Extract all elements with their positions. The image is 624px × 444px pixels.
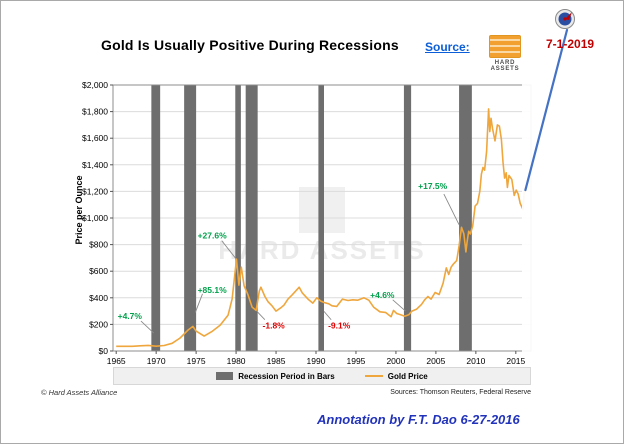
legend-item-recession: Recession Period in Bars xyxy=(216,371,335,381)
x-tick-label: 1985 xyxy=(267,356,286,366)
y-tick-label: $2,000 xyxy=(82,80,108,90)
x-tick-label: 2000 xyxy=(386,356,405,366)
x-tick-label: 1965 xyxy=(107,356,126,366)
recession-swatch xyxy=(216,372,234,380)
overlay-band xyxy=(522,74,543,355)
x-tick-label: 1980 xyxy=(227,356,246,366)
legend-item-gold: Gold Price xyxy=(364,371,428,381)
y-axis-label: Price per Ounce xyxy=(74,175,84,245)
annotation-label: +4.7% xyxy=(118,311,143,321)
x-tick-label: 2010 xyxy=(466,356,485,366)
source-link[interactable]: Source: xyxy=(425,40,470,54)
y-tick-label: $800 xyxy=(89,240,108,250)
gold-line-swatch xyxy=(364,375,383,377)
y-tick-label: $1,000 xyxy=(82,213,108,223)
hard-assets-logo-text: HARD ASSETS xyxy=(490,60,520,72)
recession-bar xyxy=(151,85,161,351)
annotation-leader xyxy=(392,299,406,312)
hard-assets-logo-icon xyxy=(489,35,521,58)
sources-note: Sources: Thomson Reuters, Federal Reserv… xyxy=(390,389,531,396)
y-tick-label: $1,200 xyxy=(82,186,108,196)
chart-title: Gold Is Usually Positive During Recessio… xyxy=(101,37,399,53)
legend-label-recession: Recession Period in Bars xyxy=(238,371,335,381)
x-tick-label: 2005 xyxy=(426,356,445,366)
annotation-label: +17.5% xyxy=(418,181,448,191)
legend-label-gold: Gold Price xyxy=(387,371,428,381)
annotation-date: 7-1-2019 xyxy=(546,37,595,51)
recession-bar xyxy=(245,85,258,351)
y-tick-label: $400 xyxy=(89,293,108,303)
annotation-leader xyxy=(256,311,266,321)
annotation-leader xyxy=(194,293,203,313)
recession-bar xyxy=(459,85,472,351)
recession-bar xyxy=(235,85,241,351)
recession-bar xyxy=(403,85,412,351)
x-tick-label: 2015 xyxy=(506,356,525,366)
annotation-label: -1.8% xyxy=(263,321,286,331)
copyright: © Hard Assets Alliance xyxy=(41,388,118,397)
x-tick-label: 1975 xyxy=(187,356,206,366)
y-tick-label: $1,400 xyxy=(82,160,108,170)
y-tick-label: $0 xyxy=(99,346,109,356)
x-tick-label: 1990 xyxy=(307,356,326,366)
x-tick-label: 1970 xyxy=(147,356,166,366)
y-tick-label: $1,800 xyxy=(82,107,108,117)
pointer-line xyxy=(524,28,569,192)
y-tick-label: $200 xyxy=(89,319,108,329)
y-tick-label: $1,600 xyxy=(82,133,108,143)
annotation-leader xyxy=(443,193,460,225)
y-tick-label: $600 xyxy=(89,266,108,276)
pin-icon xyxy=(553,7,577,31)
annotation-credit: Annotation by F.T. Dao 6-27-2016 xyxy=(317,412,520,427)
chart-legend: Recession Period in Bars Gold Price xyxy=(113,367,531,385)
hard-assets-logo: HARD ASSETS xyxy=(483,35,527,72)
gold-price-line xyxy=(116,108,526,348)
annotation-label: +85.1% xyxy=(198,285,228,295)
recession-bar xyxy=(318,85,324,351)
annotation-label: +4.6% xyxy=(370,290,395,300)
annotation-leader xyxy=(140,320,155,334)
annotation-label: -9.1% xyxy=(328,321,351,331)
annotation-leader xyxy=(323,311,332,321)
annotation-label: +27.6% xyxy=(198,230,228,240)
x-tick-label: 1995 xyxy=(347,356,366,366)
annotation-leader xyxy=(221,240,236,259)
recession-bar xyxy=(184,85,197,351)
